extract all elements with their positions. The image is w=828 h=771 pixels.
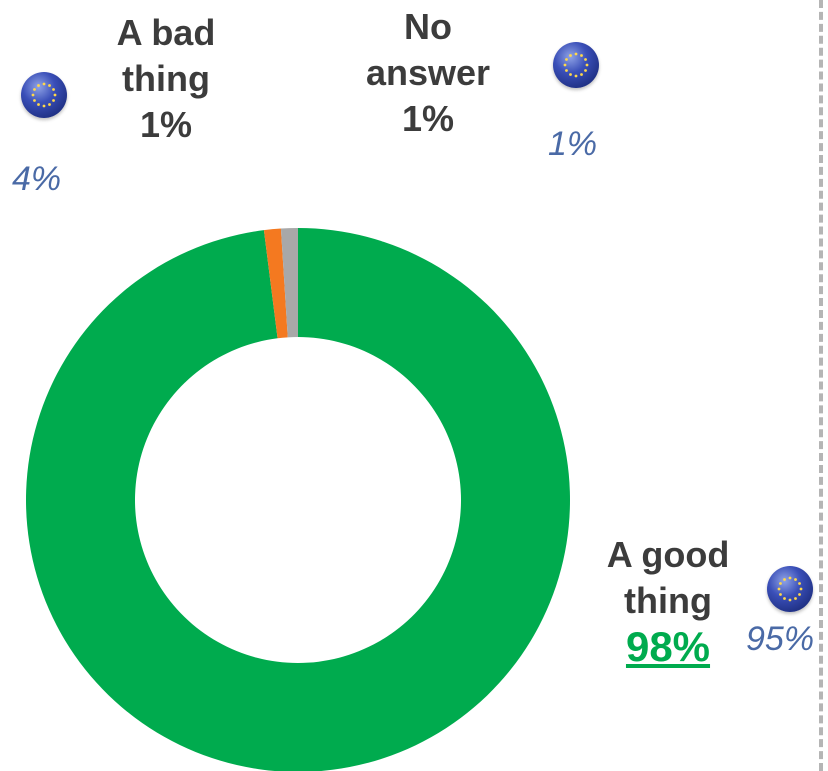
label-good-pct: 98% — [625, 623, 711, 670]
eu-star-icon — [42, 104, 46, 108]
eu-star-icon — [565, 69, 568, 72]
eu-star-icon — [788, 576, 792, 580]
eu-star-icon — [779, 593, 782, 596]
eu-star-icon — [37, 84, 40, 87]
eu-star-icon — [783, 597, 786, 600]
eu-star-icon — [798, 593, 801, 596]
label-good-line1: A good — [606, 534, 730, 575]
eu-average-good: 95% — [746, 620, 815, 658]
eu-stars-icon — [563, 52, 589, 78]
eu-star-icon — [585, 63, 589, 67]
eu-star-icon — [48, 103, 51, 106]
eu-star-icon — [565, 58, 568, 61]
eu-average-noanswer: 1% — [548, 125, 598, 163]
label-bad-line1: A bad — [116, 12, 216, 53]
label-bad-line2: thing — [122, 58, 210, 99]
donut-slice-a-bad-thing — [263, 228, 288, 339]
eu-star-icon — [783, 578, 786, 581]
label-bad-pct: 1% — [139, 104, 193, 145]
eu-star-icon — [569, 54, 572, 57]
eu-star-icon — [584, 69, 587, 72]
label-bad-thing: A bad thing 1% — [96, 10, 236, 148]
dashed-divider — [819, 0, 823, 771]
eu-flag-icon — [553, 42, 599, 88]
eu-star-icon — [31, 93, 35, 97]
eu-star-icon — [779, 582, 782, 585]
eu-star-icon — [53, 93, 57, 97]
eu-star-icon — [574, 74, 578, 78]
label-noanswer-pct: 1% — [401, 98, 455, 139]
label-good-thing: A good thing 98% — [588, 532, 748, 670]
eu-star-icon — [580, 73, 583, 76]
label-noanswer-line1: No — [404, 6, 452, 47]
eu-stars-icon — [777, 576, 803, 602]
eu-star-icon — [563, 63, 567, 67]
eu-star-icon — [33, 88, 36, 91]
eu-star-icon — [777, 587, 781, 591]
eu-star-icon — [37, 103, 40, 106]
eu-star-icon — [794, 578, 797, 581]
eu-star-icon — [52, 88, 55, 91]
eu-star-icon — [33, 99, 36, 102]
donut-slice-a-good-thing — [26, 228, 570, 771]
eu-star-icon — [580, 54, 583, 57]
eu-star-icon — [799, 587, 803, 591]
eu-flag-icon — [21, 72, 67, 118]
donut-slice-no-answer — [280, 228, 298, 338]
eu-star-icon — [798, 582, 801, 585]
label-no-answer: No answer 1% — [348, 4, 508, 142]
eu-star-icon — [42, 82, 46, 86]
eu-star-icon — [569, 73, 572, 76]
eu-star-icon — [584, 58, 587, 61]
eu-stars-icon — [31, 82, 57, 108]
label-good-line2: thing — [624, 580, 712, 621]
eu-flag-icon — [767, 566, 813, 612]
eu-average-bad: 4% — [12, 160, 62, 198]
eu-star-icon — [794, 597, 797, 600]
eu-star-icon — [48, 84, 51, 87]
label-noanswer-line2: answer — [365, 52, 491, 93]
eu-star-icon — [788, 598, 792, 602]
eu-star-icon — [52, 99, 55, 102]
eu-star-icon — [574, 52, 578, 56]
